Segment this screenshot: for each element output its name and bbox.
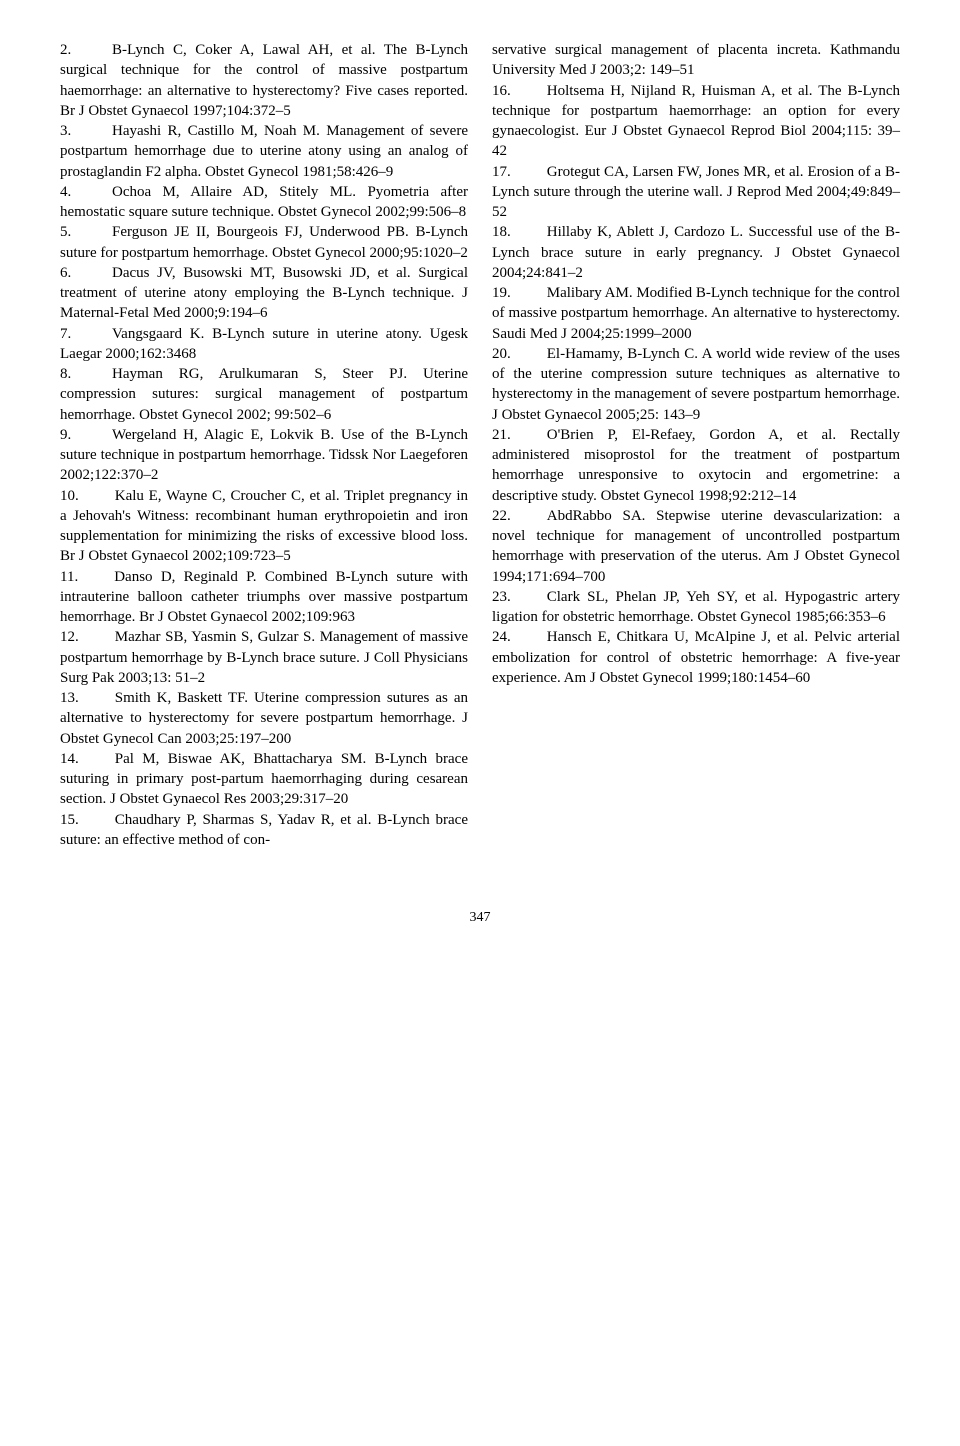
reference-text: Hayman RG, Arulkumaran S, Steer PJ. Uter… — [60, 366, 468, 423]
reference-text: B-Lynch C, Coker A, Lawal AH, et al. The… — [60, 42, 468, 119]
reference-number: 3. — [60, 121, 76, 141]
reference-item: 21.O'Brien P, El-Refaey, Gordon A, et al… — [492, 425, 900, 506]
reference-text: Grotegut CA, Larsen FW, Jones MR, et al.… — [492, 164, 900, 221]
reference-number: 12. — [60, 627, 79, 647]
reference-text: Clark SL, Phelan JP, Yeh SY, et al. Hypo… — [492, 589, 900, 625]
reference-text: AbdRabbo SA. Stepwise uterine devascular… — [492, 508, 900, 585]
reference-number: 15. — [60, 810, 79, 830]
reference-item: 11.Danso D, Reginald P. Combined B-Lynch… — [60, 567, 468, 628]
reference-text: Dacus JV, Busowski MT, Busowski JD, et a… — [60, 265, 468, 322]
reference-item: 23.Clark SL, Phelan JP, Yeh SY, et al. H… — [492, 587, 900, 628]
reference-item: 12.Mazhar SB, Yasmin S, Gulzar S. Manage… — [60, 627, 468, 688]
reference-text: Hillaby K, Ablett J, Cardozo L. Successf… — [492, 224, 900, 281]
reference-number: 8. — [60, 364, 76, 384]
reference-number: 2. — [60, 40, 76, 60]
reference-item: 7.Vangsgaard K. B-Lynch suture in uterin… — [60, 324, 468, 365]
reference-number: 23. — [492, 587, 511, 607]
reference-number: 18. — [492, 222, 511, 242]
reference-item: 24.Hansch E, Chitkara U, McAlpine J, et … — [492, 627, 900, 688]
reference-number: 11. — [60, 567, 78, 587]
reference-number: 10. — [60, 486, 79, 506]
reference-item: 6.Dacus JV, Busowski MT, Busowski JD, et… — [60, 263, 468, 324]
reference-text: Pal M, Biswae AK, Bhattacharya SM. B-Lyn… — [60, 751, 468, 808]
reference-item: 8.Hayman RG, Arulkumaran S, Steer PJ. Ut… — [60, 364, 468, 425]
references-columns: 2.B-Lynch C, Coker A, Lawal AH, et al. T… — [60, 40, 900, 850]
reference-number: 6. — [60, 263, 76, 283]
reference-text: Vangsgaard K. B-Lynch suture in uterine … — [60, 326, 468, 362]
reference-text: Smith K, Baskett TF. Uterine compression… — [60, 690, 468, 747]
reference-text: Kalu E, Wayne C, Croucher C, et al. Trip… — [60, 488, 468, 565]
reference-number: 22. — [492, 506, 511, 526]
right-column: servative surgical management of placent… — [492, 40, 900, 850]
reference-text: Chaudhary P, Sharmas S, Yadav R, et al. … — [60, 812, 468, 848]
reference-text: Ferguson JE II, Bourgeois FJ, Underwood … — [60, 224, 468, 260]
reference-item: 2.B-Lynch C, Coker A, Lawal AH, et al. T… — [60, 40, 468, 121]
reference-number: 9. — [60, 425, 76, 445]
reference-item: 5.Ferguson JE II, Bourgeois FJ, Underwoo… — [60, 222, 468, 263]
reference-number: 21. — [492, 425, 511, 445]
reference-item: 15.Chaudhary P, Sharmas S, Yadav R, et a… — [60, 810, 468, 851]
reference-text: Hayashi R, Castillo M, Noah M. Managemen… — [60, 123, 468, 180]
reference-number: 13. — [60, 688, 79, 708]
reference-text: O'Brien P, El-Refaey, Gordon A, et al. R… — [492, 427, 900, 504]
reference-text: El-Hamamy, B-Lynch C. A world wide revie… — [492, 346, 900, 423]
reference-text: Wergeland H, Alagic E, Lokvik B. Use of … — [60, 427, 468, 484]
reference-item: 10.Kalu E, Wayne C, Croucher C, et al. T… — [60, 486, 468, 567]
reference-text: Ochoa M, Allaire AD, Stitely ML. Pyometr… — [60, 184, 468, 220]
reference-number: 17. — [492, 162, 511, 182]
reference-number: 20. — [492, 344, 511, 364]
reference-text: Mazhar SB, Yasmin S, Gulzar S. Managemen… — [60, 629, 468, 686]
reference-text: Malibary AM. Modified B-Lynch technique … — [492, 285, 900, 342]
reference-item: 16.Holtsema H, Nijland R, Huisman A, et … — [492, 81, 900, 162]
reference-number: 16. — [492, 81, 511, 101]
reference-text: Hansch E, Chitkara U, McAlpine J, et al.… — [492, 629, 900, 686]
reference-item: 18.Hillaby K, Ablett J, Cardozo L. Succe… — [492, 222, 900, 283]
reference-item: 14.Pal M, Biswae AK, Bhattacharya SM. B-… — [60, 749, 468, 810]
reference-item: 3.Hayashi R, Castillo M, Noah M. Managem… — [60, 121, 468, 182]
reference-number: 4. — [60, 182, 76, 202]
page-number: 347 — [60, 910, 900, 926]
reference-continuation: servative surgical management of placent… — [492, 40, 900, 81]
reference-item: 13.Smith K, Baskett TF. Uterine compress… — [60, 688, 468, 749]
reference-item: 19.Malibary AM. Modified B-Lynch techniq… — [492, 283, 900, 344]
reference-text: Holtsema H, Nijland R, Huisman A, et al.… — [492, 83, 900, 160]
reference-item: 22.AbdRabbo SA. Stepwise uterine devascu… — [492, 506, 900, 587]
left-column: 2.B-Lynch C, Coker A, Lawal AH, et al. T… — [60, 40, 468, 850]
reference-item: 17.Grotegut CA, Larsen FW, Jones MR, et … — [492, 162, 900, 223]
reference-number: 24. — [492, 627, 511, 647]
reference-item: 20.El-Hamamy, B-Lynch C. A world wide re… — [492, 344, 900, 425]
reference-item: 9.Wergeland H, Alagic E, Lokvik B. Use o… — [60, 425, 468, 486]
reference-number: 5. — [60, 222, 76, 242]
reference-number: 19. — [492, 283, 511, 303]
reference-number: 7. — [60, 324, 76, 344]
reference-item: 4.Ochoa M, Allaire AD, Stitely ML. Pyome… — [60, 182, 468, 223]
reference-text: Danso D, Reginald P. Combined B-Lynch su… — [60, 569, 468, 626]
reference-number: 14. — [60, 749, 79, 769]
